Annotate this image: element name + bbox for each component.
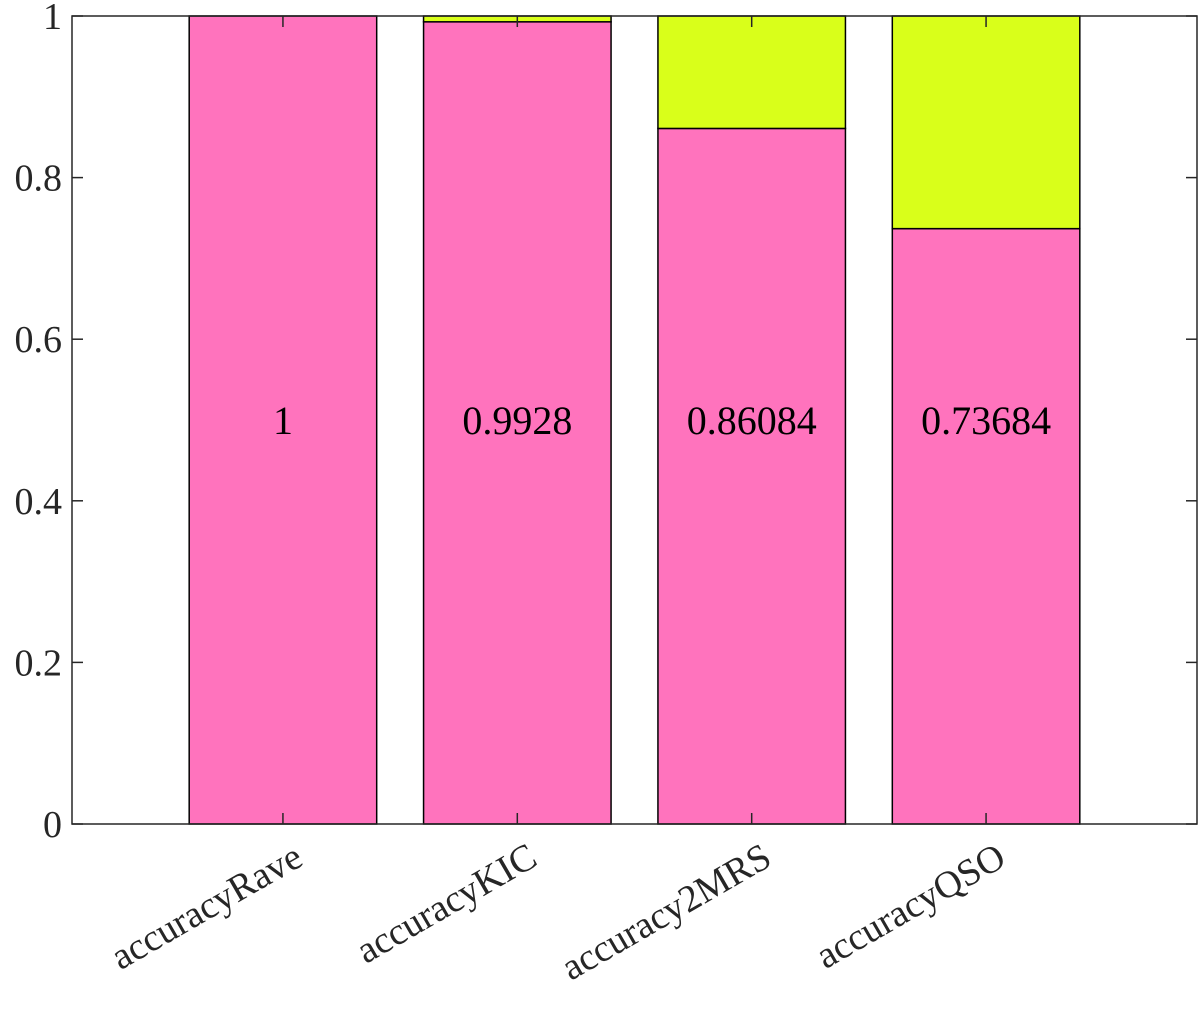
bar-segment bbox=[657, 15, 847, 130]
bar-segment bbox=[188, 15, 378, 825]
x-tick-label: accuracyKIC bbox=[349, 835, 544, 972]
x-tick-label: accuracyQSO bbox=[809, 835, 1013, 977]
bar-segment bbox=[891, 15, 1081, 230]
bar-segment bbox=[891, 227, 1081, 825]
y-tick-label: 0.2 bbox=[15, 642, 63, 684]
data-label: 0.73684 bbox=[921, 398, 1051, 443]
x-tick-label: accuracy2MRS bbox=[554, 835, 778, 989]
x-tick-label: accuracyRave bbox=[104, 835, 310, 978]
data-label: 0.86084 bbox=[687, 398, 817, 443]
y-tick-label: 1 bbox=[43, 0, 62, 38]
data-label: 1 bbox=[273, 398, 293, 443]
y-tick-label: 0 bbox=[43, 804, 62, 846]
y-tick-label: 0.8 bbox=[15, 158, 63, 200]
bar-segment bbox=[657, 127, 847, 825]
y-tick-label: 0.6 bbox=[15, 319, 63, 361]
y-tick-label: 0.4 bbox=[15, 481, 63, 523]
data-label: 0.9928 bbox=[462, 398, 572, 443]
bar-segment bbox=[422, 21, 612, 825]
plot-frame bbox=[71, 15, 1198, 825]
